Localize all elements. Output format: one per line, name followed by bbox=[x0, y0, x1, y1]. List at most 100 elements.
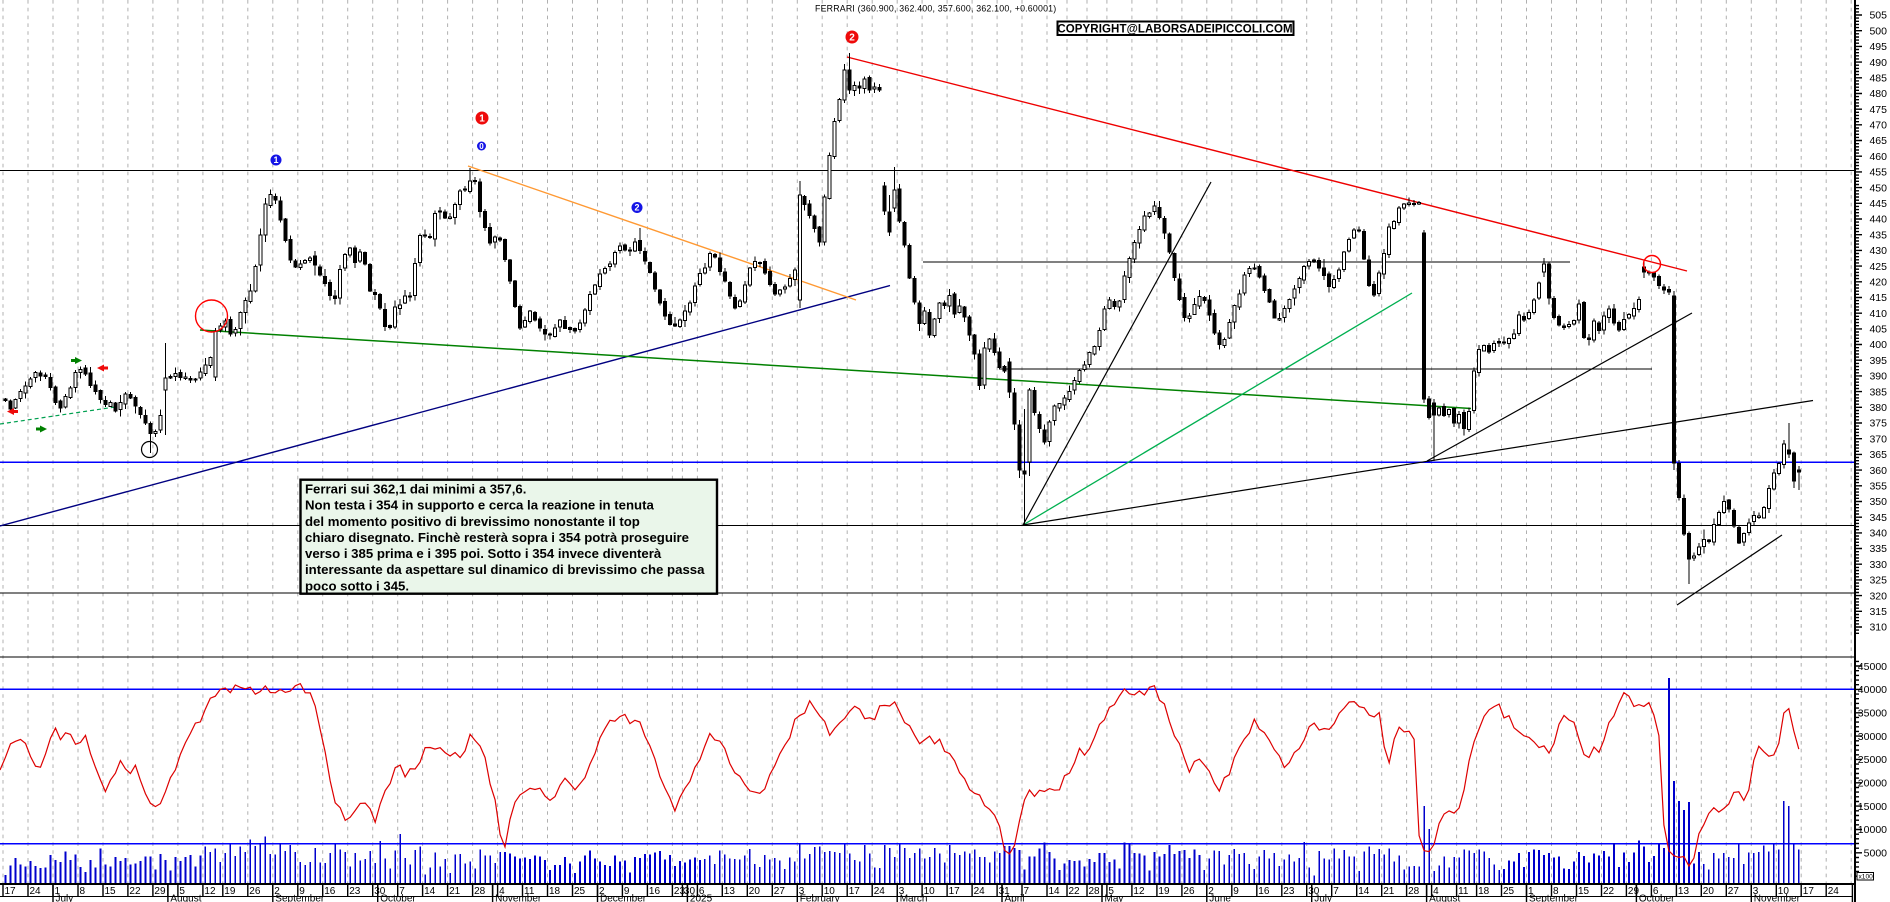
svg-text:10000: 10000 bbox=[1858, 824, 1887, 836]
svg-text:23: 23 bbox=[1283, 886, 1295, 897]
svg-text:8: 8 bbox=[80, 886, 86, 897]
svg-text:22: 22 bbox=[129, 886, 141, 897]
svg-text:345: 345 bbox=[1869, 512, 1887, 524]
svg-text:27: 27 bbox=[1728, 886, 1740, 897]
svg-text:13: 13 bbox=[724, 886, 736, 897]
svg-text:400: 400 bbox=[1869, 339, 1887, 351]
svg-text:9: 9 bbox=[624, 886, 630, 897]
svg-text:500: 500 bbox=[1869, 25, 1887, 37]
svg-text:17: 17 bbox=[949, 886, 961, 897]
svg-text:9: 9 bbox=[1233, 886, 1239, 897]
svg-text:3: 3 bbox=[1753, 886, 1759, 897]
svg-text:Ferrari sui 362,1 dai minimi a: Ferrari sui 362,1 dai minimi a 357,6. bbox=[305, 482, 526, 497]
svg-text:17: 17 bbox=[5, 886, 17, 897]
svg-text:14: 14 bbox=[1049, 886, 1061, 897]
svg-text:330: 330 bbox=[1869, 559, 1887, 571]
svg-text:1: 1 bbox=[479, 114, 485, 125]
svg-text:2: 2 bbox=[849, 33, 855, 44]
svg-text:465: 465 bbox=[1869, 135, 1887, 147]
svg-text:475: 475 bbox=[1869, 104, 1887, 116]
svg-text:October: October bbox=[1639, 894, 1675, 902]
svg-text:45000: 45000 bbox=[1858, 661, 1887, 673]
svg-text:445: 445 bbox=[1869, 198, 1887, 210]
svg-text:August: August bbox=[170, 894, 201, 902]
svg-text:28: 28 bbox=[1089, 886, 1101, 897]
svg-text:16: 16 bbox=[324, 886, 336, 897]
svg-text:310: 310 bbox=[1869, 622, 1887, 634]
svg-text:21: 21 bbox=[449, 886, 461, 897]
svg-text:30000: 30000 bbox=[1858, 731, 1887, 743]
svg-text:22: 22 bbox=[1069, 886, 1081, 897]
svg-text:20: 20 bbox=[749, 886, 761, 897]
svg-text:April: April bbox=[1005, 894, 1025, 902]
svg-text:380: 380 bbox=[1869, 402, 1887, 414]
svg-text:5000: 5000 bbox=[1864, 848, 1888, 860]
svg-text:410: 410 bbox=[1869, 308, 1887, 320]
svg-text:23: 23 bbox=[349, 886, 361, 897]
svg-text:420: 420 bbox=[1869, 277, 1887, 289]
svg-text:495: 495 bbox=[1869, 41, 1887, 53]
svg-text:31: 31 bbox=[999, 886, 1011, 897]
svg-text:12: 12 bbox=[1133, 886, 1145, 897]
svg-text:10: 10 bbox=[924, 886, 936, 897]
svg-text:October: October bbox=[380, 894, 416, 902]
svg-text:14: 14 bbox=[424, 886, 436, 897]
svg-text:355: 355 bbox=[1869, 481, 1887, 493]
svg-text:21: 21 bbox=[1383, 886, 1395, 897]
svg-text:18: 18 bbox=[549, 886, 561, 897]
svg-text:340: 340 bbox=[1869, 528, 1887, 540]
svg-text:13: 13 bbox=[1678, 886, 1690, 897]
svg-text:1: 1 bbox=[273, 155, 278, 165]
svg-text:23: 23 bbox=[674, 886, 686, 897]
svg-text:20000: 20000 bbox=[1858, 778, 1887, 790]
svg-text:July: July bbox=[1314, 894, 1332, 902]
svg-text:6: 6 bbox=[1653, 886, 1659, 897]
svg-text:40000: 40000 bbox=[1858, 684, 1887, 696]
svg-text:14: 14 bbox=[1358, 886, 1370, 897]
svg-text:10: 10 bbox=[824, 886, 836, 897]
svg-text:395: 395 bbox=[1869, 355, 1887, 367]
svg-text:24: 24 bbox=[30, 886, 42, 897]
svg-text:7: 7 bbox=[399, 886, 405, 897]
svg-text:poco sotto i 345.: poco sotto i 345. bbox=[305, 578, 409, 593]
svg-text:May: May bbox=[1105, 894, 1124, 902]
svg-text:September: September bbox=[275, 894, 325, 902]
svg-text:24: 24 bbox=[874, 886, 886, 897]
svg-text:2: 2 bbox=[599, 886, 605, 897]
svg-text:FERRARI (360.900, 362.400, 357: FERRARI (360.900, 362.400, 357.600, 362.… bbox=[815, 4, 1056, 14]
svg-text:interessante da aspettare sul: interessante da aspettare sul dinamico d… bbox=[305, 562, 705, 577]
svg-text:2: 2 bbox=[274, 886, 280, 897]
svg-text:March: March bbox=[900, 894, 928, 902]
svg-text:350: 350 bbox=[1869, 496, 1887, 508]
svg-text:2: 2 bbox=[1208, 886, 1214, 897]
svg-text:25000: 25000 bbox=[1858, 754, 1887, 766]
svg-text:x100: x100 bbox=[1859, 874, 1874, 881]
svg-text:370: 370 bbox=[1869, 433, 1887, 445]
svg-text:26: 26 bbox=[1183, 886, 1195, 897]
svg-text:20: 20 bbox=[1703, 886, 1715, 897]
svg-text:375: 375 bbox=[1869, 418, 1887, 430]
svg-text:4: 4 bbox=[1433, 886, 1439, 897]
svg-text:December: December bbox=[600, 894, 647, 902]
svg-text:450: 450 bbox=[1869, 182, 1887, 194]
svg-text:Non testa i 354 in supporto e: Non testa i 354 in supporto e cerca la r… bbox=[305, 498, 654, 513]
svg-text:November: November bbox=[1754, 894, 1801, 902]
svg-text:470: 470 bbox=[1869, 120, 1887, 132]
svg-text:15000: 15000 bbox=[1858, 801, 1887, 813]
svg-text:360: 360 bbox=[1869, 465, 1887, 477]
svg-text:24: 24 bbox=[974, 886, 986, 897]
svg-text:chiaro disegnato. Finchè reste: chiaro disegnato. Finchè resterà sopra i… bbox=[305, 530, 689, 545]
svg-text:November: November bbox=[495, 894, 542, 902]
svg-text:verso i 385 prima e i 395 poi.: verso i 385 prima e i 395 poi. Sotto i 3… bbox=[305, 546, 662, 561]
svg-text:9: 9 bbox=[299, 886, 305, 897]
svg-text:February: February bbox=[800, 894, 840, 902]
svg-text:440: 440 bbox=[1869, 214, 1887, 226]
svg-text:320: 320 bbox=[1869, 590, 1887, 602]
svg-text:415: 415 bbox=[1869, 292, 1887, 304]
svg-text:4: 4 bbox=[499, 886, 505, 897]
svg-text:17: 17 bbox=[1803, 886, 1815, 897]
svg-text:325: 325 bbox=[1869, 575, 1887, 587]
svg-text:19: 19 bbox=[1158, 886, 1170, 897]
svg-text:35000: 35000 bbox=[1858, 708, 1887, 720]
svg-text:16: 16 bbox=[649, 886, 661, 897]
